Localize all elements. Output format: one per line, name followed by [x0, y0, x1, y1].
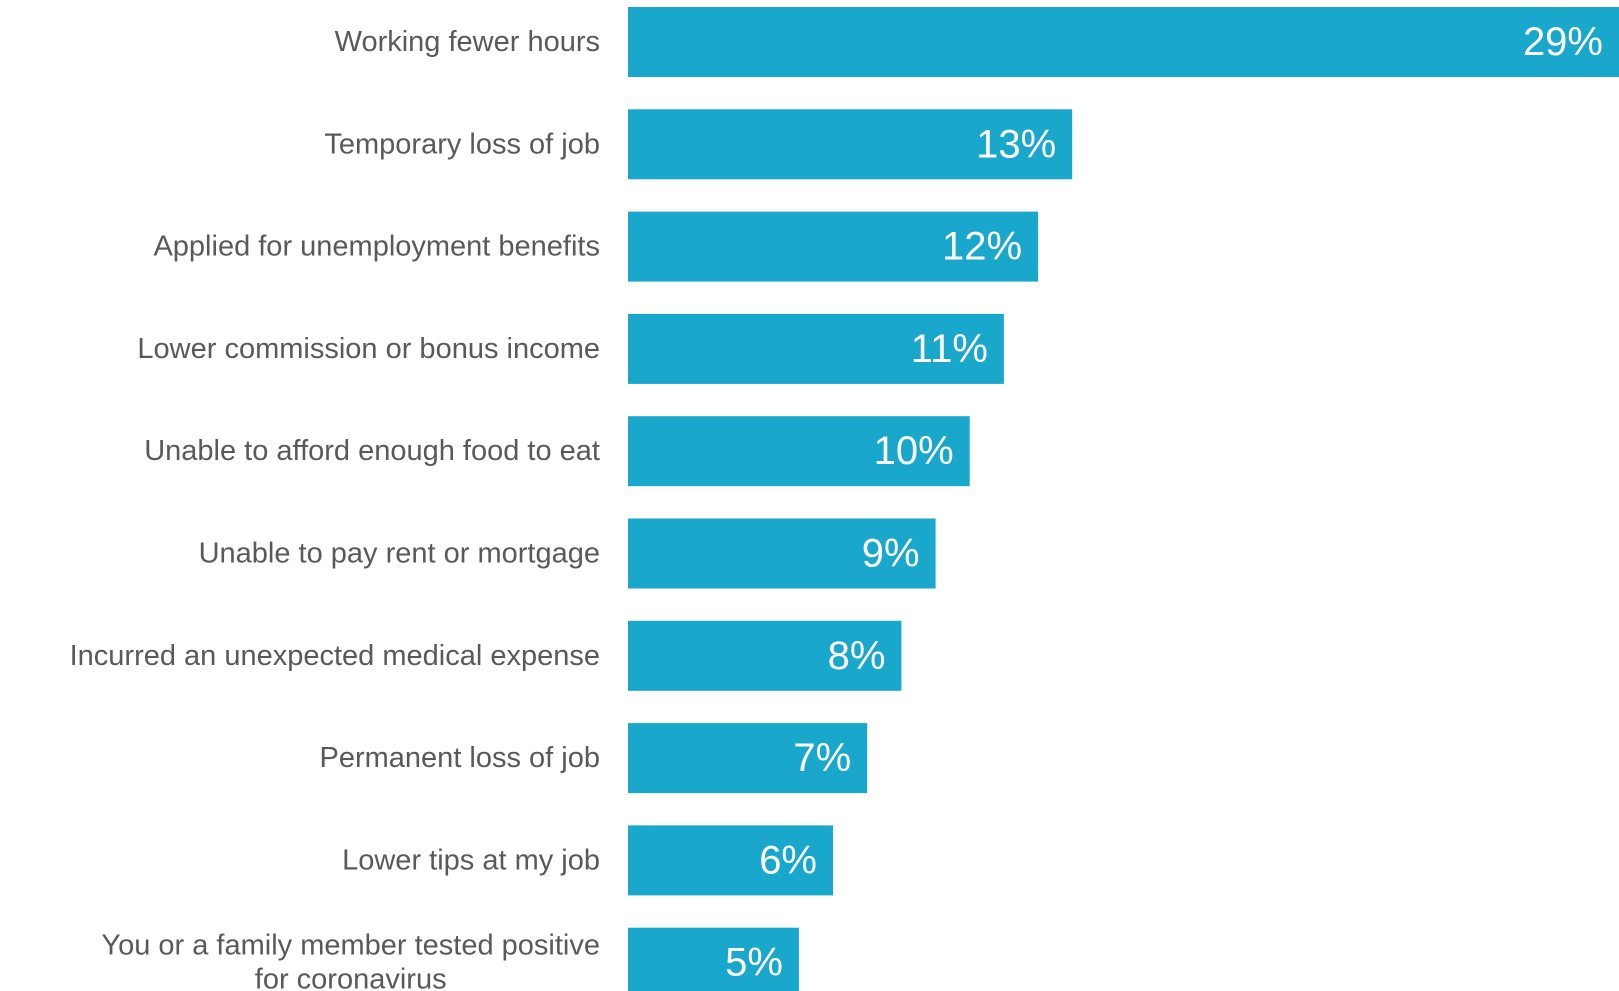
category-label: Permanent loss of job [320, 742, 600, 774]
category-label: Applied for unemployment benefits [153, 231, 600, 263]
category-label: Working fewer hours [335, 26, 600, 58]
category-label: Lower tips at my job [342, 844, 600, 876]
category-label-line: Lower tips at my job [342, 844, 600, 876]
value-label: 13% [976, 122, 1056, 166]
category-label-line: Applied for unemployment benefits [153, 231, 600, 263]
value-label: 9% [862, 532, 920, 576]
category-label: Unable to pay rent or mortgage [199, 538, 600, 570]
bar [628, 109, 1073, 180]
category-label-line: Unable to afford enough food to eat [144, 435, 600, 467]
bar [628, 927, 799, 991]
category-label-line: Permanent loss of job [320, 742, 600, 774]
bars-group [628, 7, 1619, 991]
bar [628, 7, 1619, 77]
category-labels-group: Working fewer hours Temporary loss of job… [70, 26, 600, 991]
category-label-line: You or a family member tested positive [101, 930, 600, 962]
value-label: 29% [1523, 20, 1603, 64]
category-label-line: for coronavirus [255, 964, 447, 991]
value-label: 12% [942, 225, 1022, 269]
category-label-line: Working fewer hours [335, 26, 600, 58]
bar [628, 518, 936, 589]
bar [628, 313, 1004, 384]
category-label-line: Lower commission or bonus income [137, 333, 600, 365]
value-label: 10% [874, 429, 954, 473]
category-label: Unable to afford enough food to eat [144, 435, 600, 467]
bar [628, 416, 970, 487]
category-label: You or a family member tested positive fo… [101, 930, 600, 991]
bar [628, 620, 902, 691]
value-label: 8% [828, 634, 886, 678]
value-label: 7% [793, 736, 851, 780]
bar [628, 825, 833, 896]
value-label: 5% [725, 941, 783, 985]
value-label: 6% [759, 838, 817, 882]
value-labels-group: 29% 13% 12% 11% 10% 9% 8% 7% 6% 5% [725, 20, 1603, 985]
category-label: Incurred an unexpected medical expense [70, 640, 600, 672]
bar [628, 211, 1039, 282]
category-label-line: Incurred an unexpected medical expense [70, 640, 600, 672]
category-label-line: Temporary loss of job [324, 128, 600, 160]
category-label: Temporary loss of job [324, 128, 600, 160]
category-label-line: Unable to pay rent or mortgage [199, 538, 600, 570]
value-label: 11% [911, 327, 988, 371]
bar [628, 723, 868, 794]
category-label: Lower commission or bonus income [137, 333, 600, 365]
